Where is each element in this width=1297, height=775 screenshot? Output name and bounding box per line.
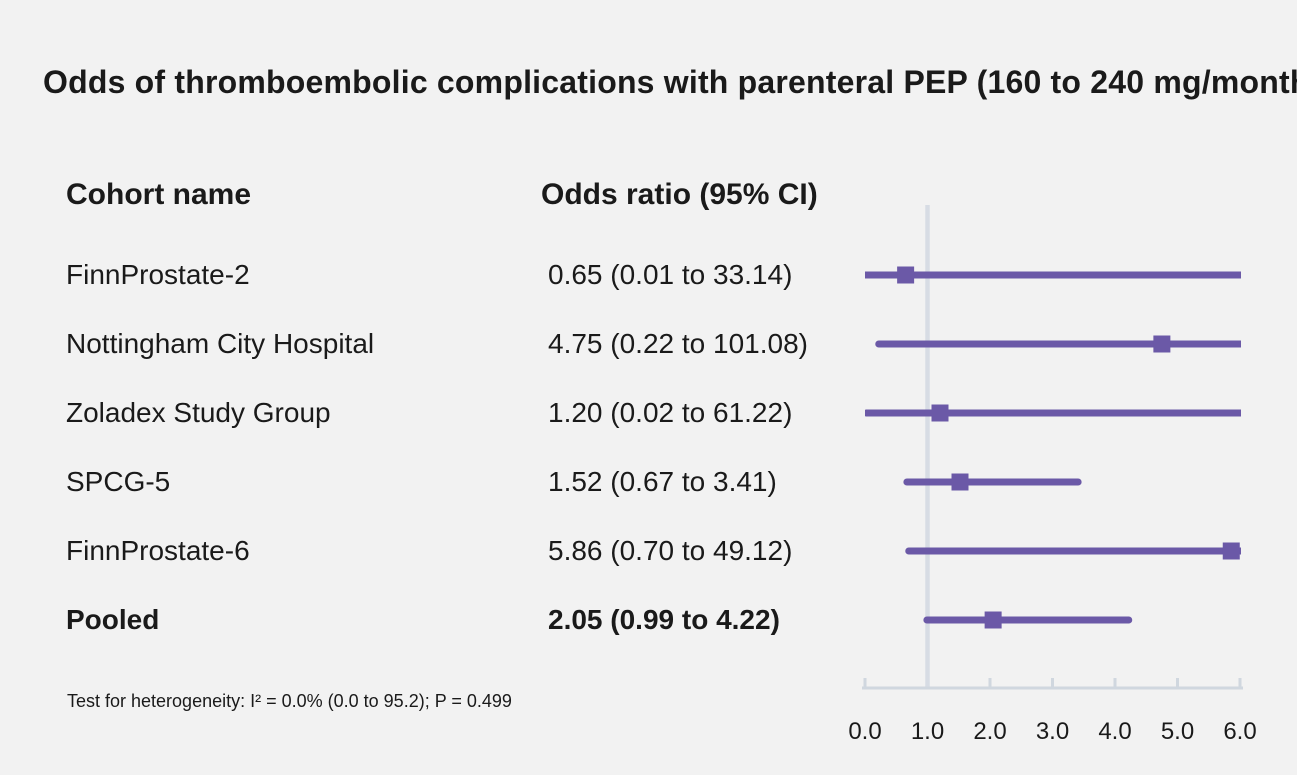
column-header-odds-ratio: Odds ratio (95% CI): [541, 178, 818, 211]
row-name: FinnProstate-6: [66, 535, 250, 566]
x-axis-tick-label: 4.0: [1098, 718, 1131, 745]
x-axis-tick-label: 5.0: [1161, 718, 1194, 745]
x-axis-tick-label: 1.0: [911, 718, 944, 745]
x-axis-tick: [863, 678, 867, 690]
x-axis-tick-label: 0.0: [848, 718, 881, 745]
column-header-cohort-name: Cohort name: [66, 178, 252, 211]
row-name-pooled: Pooled: [66, 604, 160, 635]
x-axis-tick-label: 6.0: [1223, 718, 1256, 745]
study-estimate-marker: [1153, 335, 1171, 353]
row-name: FinnProstate-2: [66, 259, 250, 290]
x-axis-tick: [1176, 678, 1179, 690]
row-name: Zoladex Study Group: [66, 397, 331, 428]
heterogeneity-footnote: Test for heterogeneity: I² = 0.0% (0.0 t…: [67, 691, 512, 711]
pooled-estimate-marker: [984, 611, 1002, 629]
x-axis-tick-label: 2.0: [973, 718, 1006, 745]
x-axis-tick: [1113, 678, 1117, 690]
chart-title: Odds of thromboembolic complications wit…: [43, 64, 1297, 100]
study-estimate-marker: [1222, 542, 1240, 560]
row-odds-ratio: 4.75 (0.22 to 101.08): [548, 328, 808, 359]
row-name: Nottingham City Hospital: [66, 328, 375, 359]
x-axis-tick: [988, 678, 992, 690]
x-axis-tick-label: 3.0: [1036, 718, 1069, 745]
x-axis-tick: [1238, 678, 1242, 690]
study-estimate-marker: [897, 266, 915, 284]
row-odds-ratio-pooled: 2.05 (0.99 to 4.22): [548, 604, 780, 635]
reference-line: [925, 205, 930, 689]
row-name: SPCG-5: [66, 466, 171, 497]
study-estimate-marker: [931, 404, 949, 422]
row-odds-ratio: 5.86 (0.70 to 49.12): [548, 535, 793, 566]
row-odds-ratio: 0.65 (0.01 to 33.14): [548, 259, 793, 290]
row-odds-ratio: 1.52 (0.67 to 3.41): [548, 466, 777, 497]
row-odds-ratio: 1.20 (0.02 to 61.22): [548, 397, 793, 428]
study-estimate-marker: [951, 473, 969, 491]
x-axis-tick: [1051, 678, 1054, 690]
